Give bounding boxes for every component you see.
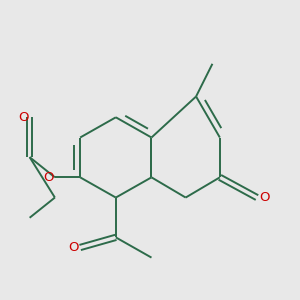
Text: O: O bbox=[68, 241, 79, 254]
Text: O: O bbox=[43, 171, 54, 184]
Text: O: O bbox=[259, 191, 270, 204]
Text: O: O bbox=[18, 111, 28, 124]
